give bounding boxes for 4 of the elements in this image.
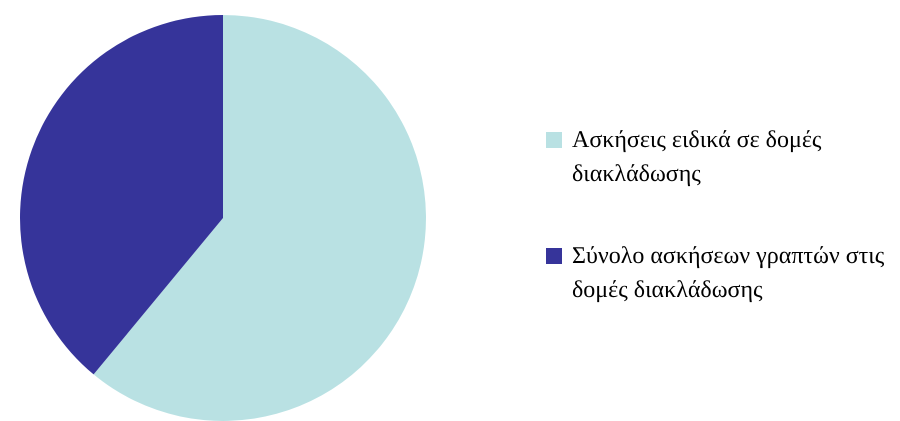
pie-slice: [94, 15, 426, 421]
legend-label: Ασκήσεις ειδικά σε δομές διακλάδωσης: [572, 126, 822, 189]
legend-label: Σύνολο ασκήσεων γραπτών στις δομές διακλάδωσης: [572, 242, 886, 305]
pie-slice: [20, 15, 223, 374]
